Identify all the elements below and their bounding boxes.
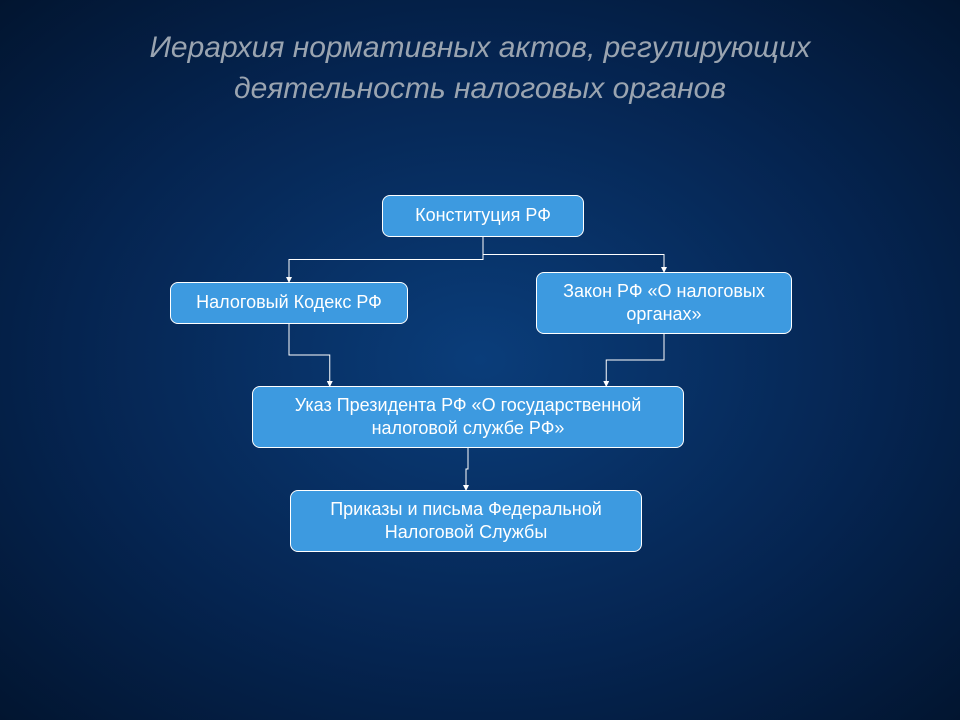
flowchart-node-label: Указ Президента РФ «О государственной на…: [265, 394, 671, 441]
flowchart-diagram: Конституция РФ Налоговый Кодекс РФ Закон Р…: [0, 0, 960, 720]
flowchart-edge: [606, 334, 664, 386]
flowchart-node: Указ Президента РФ «О государственной на…: [252, 386, 684, 448]
flowchart-edge: [483, 237, 664, 272]
flowchart-node: Приказы и письма Федеральной Налоговой С…: [290, 490, 642, 552]
flowchart-node-label: Конституция РФ: [415, 204, 551, 227]
flowchart-node-label: Налоговый Кодекс РФ: [196, 291, 382, 314]
flowchart-edge: [289, 237, 483, 282]
flowchart-node: Закон РФ «О налоговых органах»: [536, 272, 792, 334]
flowchart-edge: [466, 448, 468, 490]
flowchart-node: Налоговый Кодекс РФ: [170, 282, 408, 324]
flowchart-node: Конституция РФ: [382, 195, 584, 237]
flowchart-node-label: Закон РФ «О налоговых органах»: [549, 280, 779, 327]
flowchart-node-label: Приказы и письма Федеральной Налоговой С…: [303, 498, 629, 545]
flowchart-edges-layer: [0, 0, 960, 720]
flowchart-edge: [289, 324, 330, 386]
